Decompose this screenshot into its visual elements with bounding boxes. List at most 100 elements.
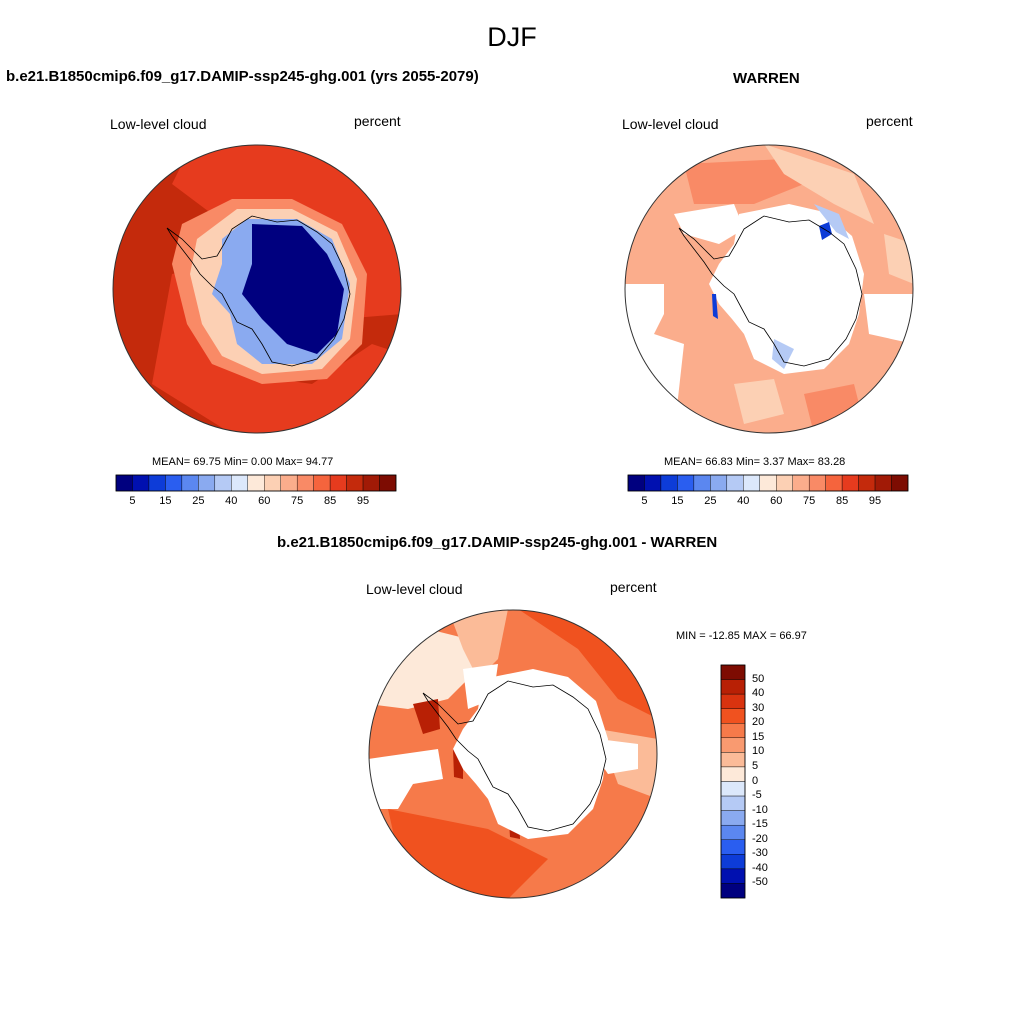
- colorbar-tick-label: 5: [641, 495, 648, 507]
- colorbar-box: [720, 868, 746, 884]
- colorbar-tick-label: 60: [258, 495, 271, 507]
- panel3-coastline: [422, 680, 607, 832]
- colorbar-box: [891, 474, 909, 492]
- panel1-left-label: Low-level cloud: [110, 116, 207, 132]
- colorbar-box: [148, 474, 166, 492]
- map2-region-coast-dark-blue: [712, 294, 718, 319]
- panel2-colorbar: [627, 474, 909, 492]
- colorbar-box: [247, 474, 265, 492]
- colorbar-tick-label: 50: [752, 672, 765, 685]
- panel3-stats: MIN = -12.85 MAX = 66.97: [676, 630, 807, 642]
- colorbar-box: [720, 824, 746, 840]
- map2-region-missing: [674, 204, 744, 244]
- map2-region-missing: [864, 294, 913, 344]
- colorbar-tick-label: -5: [752, 789, 762, 802]
- panel1-stats: MEAN= 69.75 Min= 0.00 Max= 94.77: [152, 456, 334, 468]
- colorbar-box: [792, 474, 810, 492]
- colorbar-tick-label: 75: [803, 495, 816, 507]
- colorbar-tick-label: 40: [737, 495, 750, 507]
- colorbar-box: [313, 474, 331, 492]
- panel2-right-label: percent: [866, 113, 913, 129]
- map1-region-interior: [242, 224, 344, 354]
- colorbar-box: [296, 474, 314, 492]
- colorbar-tick-label: -30: [752, 847, 768, 860]
- colorbar-box: [346, 474, 364, 492]
- colorbar-tick-label: 15: [671, 495, 684, 507]
- map3-region-missing: [598, 739, 638, 774]
- panel2-left-label: Low-level cloud: [622, 116, 719, 132]
- panel2-coastline: [678, 215, 863, 367]
- colorbar-box: [841, 474, 859, 492]
- colorbar-box: [379, 474, 397, 492]
- map3-region-missing: [369, 749, 443, 809]
- colorbar-tick-label: 60: [770, 495, 783, 507]
- colorbar-box: [280, 474, 298, 492]
- colorbar-box: [720, 679, 746, 695]
- colorbar-box: [825, 474, 843, 492]
- colorbar-tick-label: 25: [704, 495, 717, 507]
- colorbar-box: [720, 795, 746, 811]
- map2-region-coast-dark-blue: [819, 222, 832, 240]
- colorbar-tick-label: 85: [323, 495, 337, 507]
- colorbar-box: [874, 474, 892, 492]
- panel1-colorbar: [115, 474, 397, 492]
- colorbar-tick-label: 85: [835, 495, 849, 507]
- colorbar-box: [693, 474, 711, 492]
- colorbar-tick-label: -15: [752, 818, 768, 831]
- panel2-map-border: [624, 144, 914, 434]
- colorbar-tick-label: 0: [752, 774, 759, 787]
- colorbar-tick-label: 5: [752, 759, 759, 772]
- panel3-map-border: [368, 609, 658, 899]
- panel2-title: WARREN: [733, 70, 800, 87]
- map2-region-coast-blue: [814, 204, 849, 239]
- colorbar-box: [720, 810, 746, 826]
- colorbar-box: [644, 474, 662, 492]
- colorbar-box: [720, 737, 746, 753]
- panel1-map-border: [112, 144, 402, 434]
- panel3-left-label: Low-level cloud: [366, 581, 463, 597]
- colorbar-box: [214, 474, 232, 492]
- colorbar-tick-label: 15: [752, 730, 765, 743]
- colorbar-tick-label: 30: [752, 701, 765, 714]
- map2-region-ocean-light: [734, 379, 784, 424]
- map2-region-coast-blue: [772, 339, 794, 369]
- colorbar-box: [710, 474, 728, 492]
- panel1-polar-map: [112, 144, 402, 434]
- colorbar-box: [720, 766, 746, 782]
- map2-region-ocean-patch: [684, 159, 804, 204]
- colorbar-box: [132, 474, 150, 492]
- colorbar-tick-label: 95: [356, 495, 370, 507]
- colorbar-tick-label: 20: [752, 716, 765, 729]
- panel1-title: b.e21.B1850cmip6.f09_g17.DAMIP-ssp245-gh…: [6, 68, 479, 85]
- colorbar-tick-label: 40: [752, 687, 765, 700]
- colorbar-box: [743, 474, 760, 492]
- panel2-polar-map: [624, 144, 914, 434]
- colorbar-tick-label: 40: [225, 495, 238, 507]
- colorbar-box: [720, 781, 746, 797]
- colorbar-tick-label: 15: [159, 495, 172, 507]
- colorbar-box: [720, 854, 746, 870]
- colorbar-box: [808, 474, 826, 492]
- panel3-colorbar: [720, 664, 746, 899]
- colorbar-box: [720, 693, 746, 709]
- colorbar-box: [660, 474, 678, 492]
- figure-title: DJF: [487, 22, 537, 52]
- colorbar-box: [720, 723, 746, 739]
- colorbar-box: [627, 474, 645, 492]
- colorbar-tick-label: -20: [752, 832, 768, 845]
- colorbar-box: [720, 839, 746, 855]
- colorbar-box: [329, 474, 347, 492]
- map3-region-missing: [453, 669, 608, 839]
- colorbar-box: [181, 474, 199, 492]
- colorbar-tick-label: 25: [192, 495, 205, 507]
- map2-region-missing: [709, 204, 864, 374]
- colorbar-box: [362, 474, 380, 492]
- panel3-right-label: percent: [610, 579, 657, 595]
- colorbar-box: [720, 752, 746, 768]
- panel3-polar-map: [368, 609, 658, 899]
- colorbar-box: [115, 474, 133, 492]
- colorbar-box: [264, 474, 281, 492]
- map3-region-diff-light: [448, 610, 508, 679]
- colorbar-box: [677, 474, 695, 492]
- colorbar-tick-label: -40: [752, 861, 768, 874]
